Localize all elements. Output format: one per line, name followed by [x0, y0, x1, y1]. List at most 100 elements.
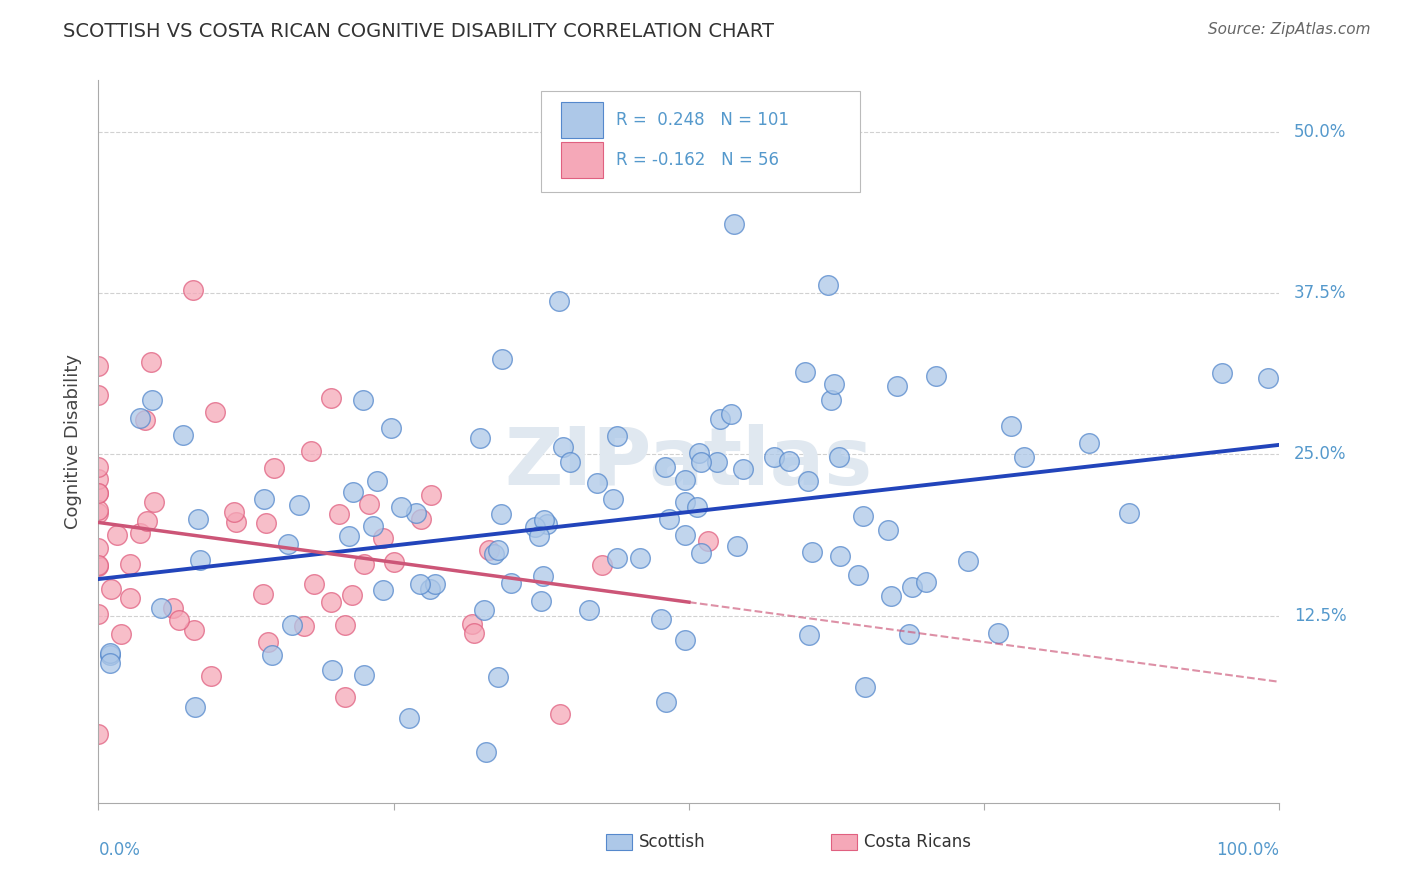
Point: [120, 557, 142, 571]
Point: [87, 506, 110, 520]
Point: [254, 516, 277, 531]
FancyBboxPatch shape: [606, 834, 633, 850]
Point: [548, 293, 571, 308]
Point: [292, 619, 315, 633]
Point: [533, 569, 555, 583]
Point: [87, 387, 110, 401]
Text: 100.0%: 100.0%: [1216, 841, 1279, 859]
Point: [200, 669, 222, 683]
Point: [797, 474, 820, 488]
Point: [371, 582, 394, 597]
Point: [134, 413, 156, 427]
Point: [591, 558, 613, 572]
Point: [461, 617, 484, 632]
Point: [363, 519, 385, 533]
Point: [823, 376, 845, 391]
Point: [586, 476, 609, 491]
Point: [389, 500, 412, 514]
Point: [398, 711, 420, 725]
Text: 50.0%: 50.0%: [1294, 123, 1346, 141]
Point: [129, 410, 152, 425]
Point: [478, 543, 501, 558]
Point: [733, 462, 755, 476]
Point: [658, 512, 681, 526]
Point: [524, 520, 547, 534]
Y-axis label: Cognitive Disability: Cognitive Disability: [65, 354, 83, 529]
FancyBboxPatch shape: [561, 102, 603, 138]
Point: [900, 580, 922, 594]
Point: [491, 351, 513, 366]
Text: 25.0%: 25.0%: [1294, 445, 1346, 464]
Point: [353, 557, 375, 571]
Point: [118, 591, 141, 605]
Point: [419, 582, 441, 596]
Point: [280, 617, 302, 632]
Point: [420, 488, 443, 502]
Point: [463, 626, 485, 640]
Point: [340, 588, 363, 602]
Point: [141, 392, 163, 407]
Point: [852, 508, 875, 523]
Point: [359, 497, 381, 511]
Point: [252, 587, 274, 601]
Point: [548, 707, 571, 722]
Point: [319, 391, 342, 405]
Point: [685, 500, 707, 514]
Point: [560, 455, 582, 469]
Point: [606, 429, 628, 443]
Point: [486, 670, 509, 684]
Point: [690, 455, 713, 469]
Point: [380, 420, 402, 434]
Point: [366, 474, 388, 488]
Point: [650, 612, 672, 626]
Point: [87, 486, 110, 500]
Point: [87, 472, 110, 486]
Point: [472, 603, 495, 617]
Point: [529, 529, 551, 543]
Point: [709, 412, 731, 426]
Point: [987, 626, 1010, 640]
Point: [1211, 367, 1233, 381]
Point: [778, 454, 800, 468]
Point: [725, 539, 748, 553]
Point: [105, 528, 128, 542]
Point: [530, 594, 553, 608]
Point: [673, 473, 696, 487]
Point: [846, 568, 869, 582]
Point: [654, 459, 676, 474]
Point: [723, 217, 745, 231]
Point: [606, 551, 628, 566]
Point: [263, 461, 285, 475]
Point: [409, 576, 432, 591]
Point: [673, 633, 696, 648]
Text: Source: ZipAtlas.com: Source: ZipAtlas.com: [1208, 22, 1371, 37]
Text: Costa Ricans: Costa Ricans: [863, 833, 970, 851]
Point: [468, 431, 491, 445]
Point: [87, 459, 110, 474]
Point: [257, 635, 280, 649]
Text: 12.5%: 12.5%: [1294, 607, 1347, 624]
Point: [1078, 435, 1101, 450]
Text: Scottish: Scottish: [640, 833, 706, 851]
Point: [188, 553, 211, 567]
Point: [139, 355, 162, 369]
Point: [655, 695, 678, 709]
Point: [319, 595, 342, 609]
Point: [253, 491, 276, 506]
Point: [277, 537, 299, 551]
Text: R =  0.248   N = 101: R = 0.248 N = 101: [616, 111, 789, 129]
FancyBboxPatch shape: [561, 142, 603, 178]
Point: [602, 491, 624, 506]
Point: [484, 547, 506, 561]
Point: [578, 603, 600, 617]
FancyBboxPatch shape: [541, 91, 860, 193]
Point: [797, 628, 820, 642]
Point: [225, 516, 247, 530]
Point: [128, 525, 150, 540]
Point: [697, 533, 720, 548]
Point: [762, 450, 785, 464]
Point: [533, 513, 555, 527]
Point: [956, 554, 979, 568]
Point: [321, 664, 343, 678]
Point: [333, 618, 356, 632]
